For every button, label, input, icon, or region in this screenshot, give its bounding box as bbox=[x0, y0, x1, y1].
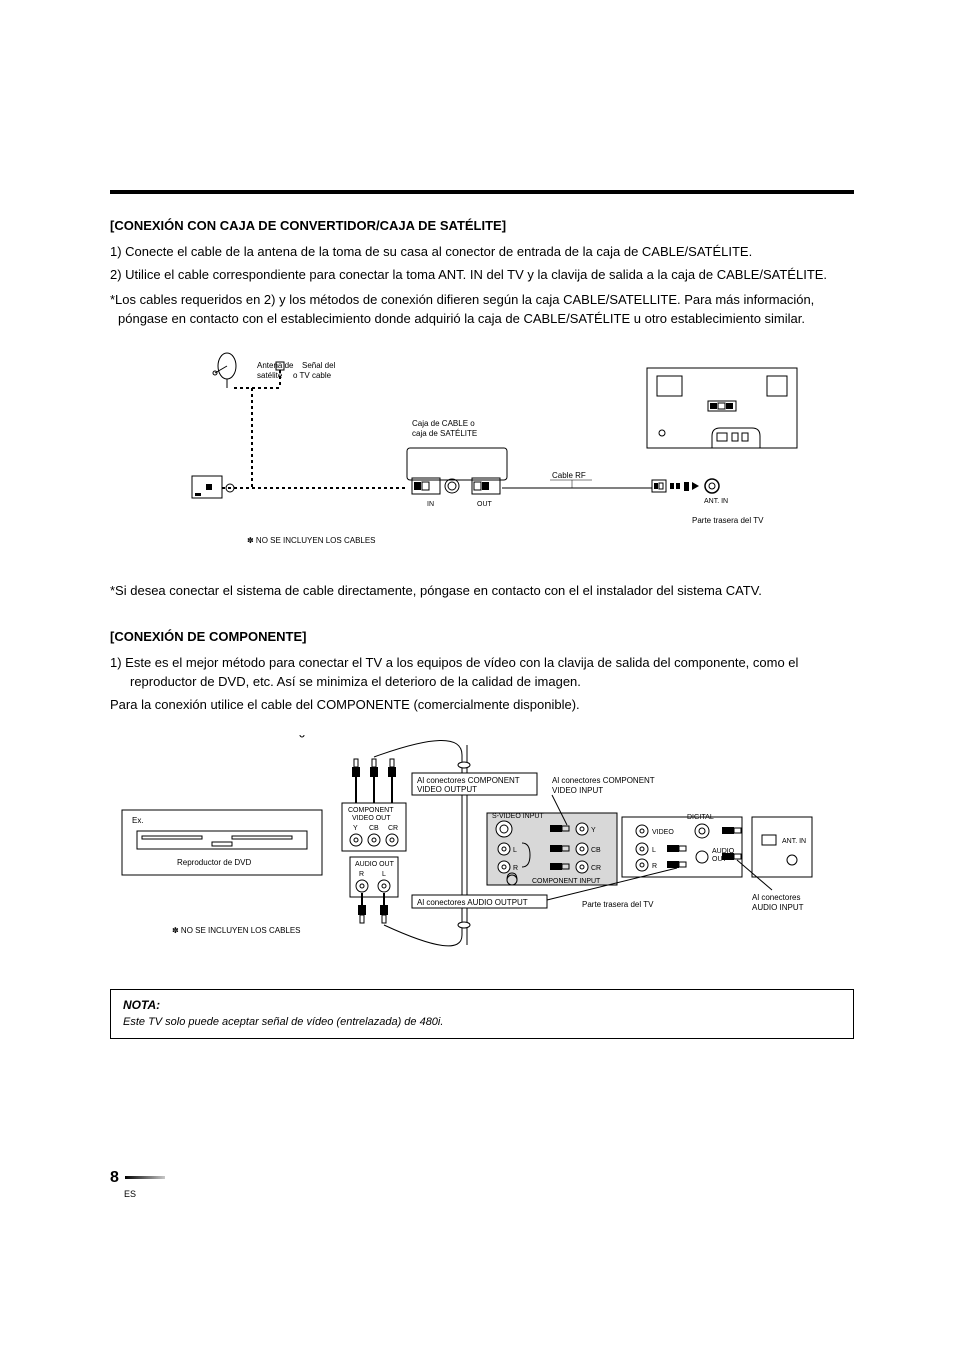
section2-title: [CONEXIÓN DE COMPONENTE] bbox=[110, 629, 854, 644]
svg-text:L: L bbox=[652, 847, 656, 854]
converter-box-icon bbox=[407, 448, 507, 494]
svg-text:VIDEO: VIDEO bbox=[652, 829, 674, 836]
svg-text:CR: CR bbox=[591, 865, 601, 872]
page-number-bar bbox=[125, 1176, 165, 1179]
comp-out-label: VIDEO OUT bbox=[352, 815, 391, 822]
no-cables-note: ✽ NO SE INCLUYEN LOS CABLES bbox=[172, 926, 301, 935]
rf-cable-label: Cable RF bbox=[552, 471, 586, 480]
ex-label: Ex. bbox=[132, 816, 144, 825]
antin-label: ANT. IN bbox=[704, 498, 728, 505]
svideo-label: S-VIDEO INPUT bbox=[492, 813, 544, 820]
diagram-satellite-connection: Antena de satélite Señal del o TV cable … bbox=[110, 348, 854, 558]
dvd-label: Reproductor de DVD bbox=[177, 858, 251, 867]
page-footer: 8 ES bbox=[110, 1169, 854, 1199]
diagram-component-connection: Ex. Reproductor de DVD COMPONENT VIDEO O… bbox=[110, 735, 854, 965]
section1-step1: 1) Conecte el cable de la antena de la t… bbox=[110, 243, 854, 262]
audio-in-label: AUDIO INPUT bbox=[752, 903, 804, 912]
cb-label: CB bbox=[369, 825, 379, 832]
tv-rear-label: Parte trasera del TV bbox=[692, 516, 764, 525]
component-out-block: COMPONENT VIDEO OUT Y CB CR bbox=[342, 803, 406, 851]
conn-video-in-label: Al conectores COMPONENT bbox=[552, 776, 655, 785]
compinput-label: COMPONENT INPUT bbox=[532, 878, 601, 885]
svg-text:Y: Y bbox=[591, 827, 596, 834]
converter-label: caja de SATÉLITE bbox=[412, 429, 477, 438]
diagram1-svg: Antena de satélite Señal del o TV cable … bbox=[152, 348, 812, 558]
svg-text:L: L bbox=[513, 847, 517, 854]
note-box: NOTA: Este TV solo puede aceptar señal d… bbox=[110, 989, 854, 1039]
r-label: R bbox=[359, 871, 364, 878]
audio-out-label: AUDIO OUT bbox=[355, 861, 395, 868]
conn-video-out-label: VIDEO OUTPUT bbox=[417, 785, 477, 794]
audio-in-label: Al conectores bbox=[752, 893, 800, 902]
page-number: 8 bbox=[110, 1169, 119, 1186]
cr-label: CR bbox=[388, 825, 398, 832]
conn-video-out-label: Al conectores COMPONENT bbox=[417, 776, 520, 785]
section2-step1: 1) Este es el mejor método para conectar… bbox=[110, 654, 854, 692]
svg-text:R: R bbox=[513, 865, 518, 872]
catv-note: *Si desea conectar el sistema de cable d… bbox=[110, 582, 854, 601]
conn-video-in-label: VIDEO INPUT bbox=[552, 786, 603, 795]
out-label: OUT bbox=[477, 501, 493, 508]
conn-audio-out-label: Al conectores AUDIO OUTPUT bbox=[417, 898, 528, 907]
section1-step2: 2) Utilice el cable correspondiente para… bbox=[110, 266, 854, 285]
section1-star-note: *Los cables requeridos en 2) y los métod… bbox=[110, 291, 854, 329]
y-label: Y bbox=[353, 825, 358, 832]
tv-rear-label: Parte trasera del TV bbox=[582, 900, 654, 909]
note-title: NOTA: bbox=[123, 998, 841, 1012]
page-lang: ES bbox=[110, 1189, 854, 1199]
signal-label: Señal del bbox=[302, 361, 336, 370]
antenna-label: Antena de bbox=[257, 361, 294, 370]
no-cables-note: ✽ NO SE INCLUYEN LOS CABLES bbox=[247, 536, 376, 545]
top-rule bbox=[110, 190, 854, 194]
comp-out-label: COMPONENT bbox=[348, 807, 394, 814]
note-text: Este TV solo puede aceptar señal de víde… bbox=[123, 1016, 841, 1028]
l-label: L bbox=[382, 871, 386, 878]
tv-rear-panel-icon: ANT. IN bbox=[647, 368, 797, 505]
audio-out-block: AUDIO OUT R L bbox=[350, 857, 398, 897]
svg-text:CB: CB bbox=[591, 847, 601, 854]
page-container: [CONEXIÓN CON CAJA DE CONVERTIDOR/CAJA D… bbox=[0, 0, 954, 1259]
antenna-label: satélite bbox=[257, 371, 283, 380]
section2-para: Para la conexión utilice el cable del CO… bbox=[110, 696, 854, 715]
rca-plugs-up bbox=[352, 759, 396, 803]
tv-far-right-panel: ANT. IN bbox=[752, 817, 812, 877]
diagram2-svg: Ex. Reproductor de DVD COMPONENT VIDEO O… bbox=[112, 735, 852, 965]
svg-text:R: R bbox=[652, 863, 657, 870]
satellite-dish-icon bbox=[213, 353, 236, 388]
converter-label: Caja de CABLE o bbox=[412, 419, 475, 428]
section1-title: [CONEXIÓN CON CAJA DE CONVERTIDOR/CAJA D… bbox=[110, 218, 854, 233]
in-label: IN bbox=[427, 501, 434, 508]
signal-label: o TV cable bbox=[293, 371, 332, 380]
antin-label: ANT. IN bbox=[782, 838, 806, 845]
catv-wall-icon bbox=[192, 476, 222, 498]
svg-text:DIGITAL: DIGITAL bbox=[687, 814, 714, 821]
